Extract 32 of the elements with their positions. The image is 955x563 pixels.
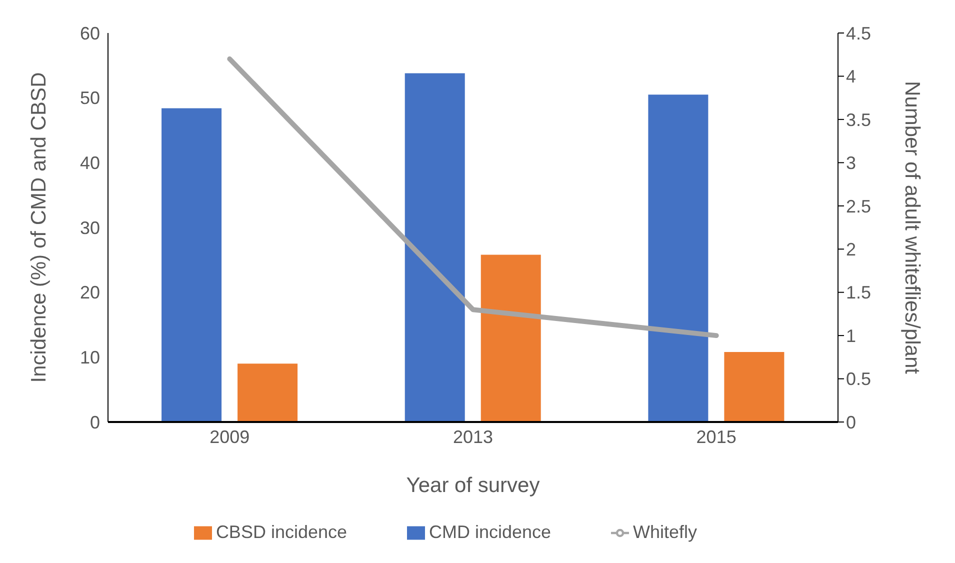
y-axis-title: Incidence (%) of CMD and CBSD bbox=[27, 72, 50, 383]
bar bbox=[162, 108, 222, 422]
y-tick-label: 60 bbox=[80, 23, 100, 44]
bar bbox=[648, 94, 708, 422]
y2-tick-label: 2.5 bbox=[846, 196, 872, 216]
y-tick-label: 0 bbox=[90, 412, 100, 432]
legend-label: CBSD incidence bbox=[216, 522, 347, 542]
bar bbox=[480, 254, 541, 422]
bar bbox=[724, 352, 784, 422]
y-tick-label: 10 bbox=[80, 348, 100, 368]
y2-tick-label: 0.5 bbox=[846, 369, 872, 390]
y2-axis-title: Number of adult whiteflies/plant bbox=[900, 81, 924, 374]
y2-tick-label: 3.5 bbox=[846, 110, 872, 130]
legend-label: Whitefly bbox=[633, 522, 698, 542]
y2-tick-label: 3 bbox=[846, 153, 856, 174]
y-tick-label: 40 bbox=[80, 153, 100, 174]
y-tick-label: 30 bbox=[80, 218, 100, 238]
bar bbox=[404, 73, 465, 422]
legend-label: CMD incidence bbox=[429, 522, 552, 542]
y2-tick-label: 1.5 bbox=[846, 282, 872, 303]
x-tick-label: 2009 bbox=[210, 426, 250, 447]
x-tick-label: 2015 bbox=[696, 426, 736, 447]
y2-tick-label: 0 bbox=[846, 412, 856, 432]
y2-tick-label: 4.5 bbox=[846, 23, 872, 44]
y2-tick-label: 4 bbox=[846, 66, 856, 87]
y-tick-label: 20 bbox=[80, 282, 100, 303]
y2-tick-label: 2 bbox=[846, 240, 856, 260]
x-axis-title: Year of survey bbox=[406, 474, 540, 497]
bar bbox=[238, 364, 298, 422]
x-tick-label: 2013 bbox=[452, 426, 494, 447]
y-tick-label: 50 bbox=[80, 88, 100, 108]
y2-tick-label: 1 bbox=[846, 326, 856, 346]
